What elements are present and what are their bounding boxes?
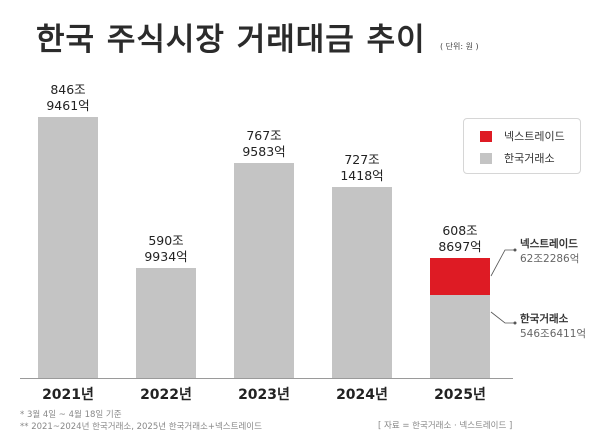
bar-2025-nextrade <box>430 258 490 295</box>
legend-swatch-gray <box>480 152 492 164</box>
value-label-2021: 846조 9461억 <box>23 82 113 114</box>
callout-nextrade-name: 넥스트레이드 <box>520 238 578 250</box>
legend-label: 한국거래소 <box>504 152 555 165</box>
legend-label: 넥스트레이드 <box>504 130 565 143</box>
value-label-2025: 608조 8697억 <box>415 223 505 255</box>
value-label-line1: 727조 <box>344 152 380 167</box>
bar-2023 <box>234 163 294 378</box>
value-label-line1: 767조 <box>246 128 282 143</box>
value-label-line2: 9583억 <box>242 144 286 159</box>
bar-2024 <box>332 187 392 378</box>
chart-title: 한국 주식시장 거래대금 추이 <box>36 22 426 58</box>
x-label-2023: 2023년 <box>238 387 290 403</box>
bar-2021 <box>38 117 98 378</box>
value-label-line1: 846조 <box>50 82 86 97</box>
value-label-line2: 9934억 <box>144 249 188 264</box>
legend-item-nextrade: 넥스트레이드 <box>480 128 565 144</box>
callout-nextrade-value: 62조2286억 <box>520 253 580 265</box>
value-label-2022: 590조 9934억 <box>121 233 211 265</box>
legend: 넥스트레이드 한국거래소 <box>463 118 581 174</box>
x-axis-baseline <box>20 378 513 379</box>
x-label-2025: 2025년 <box>434 387 486 403</box>
value-label-line2: 1418억 <box>340 168 384 183</box>
callout-krx-value: 546조6411억 <box>520 328 587 340</box>
value-label-line2: 8697억 <box>438 239 482 254</box>
value-label-line1: 590조 <box>148 233 184 248</box>
value-label-2024: 727조 1418억 <box>317 152 407 184</box>
source-note: [ 자료 = 한국거래소 · 넥스트레이드 ] <box>378 421 513 431</box>
x-label-2024: 2024년 <box>336 387 388 403</box>
unit-note: ( 단위: 원 ) <box>440 42 479 51</box>
legend-swatch-red <box>480 130 492 142</box>
bar-2022 <box>136 268 196 378</box>
footnote-1: * 3월 4일 ~ 4월 18일 기준 <box>20 410 122 420</box>
footnote-2: ** 2021~2024년 한국거래소, 2025년 한국거래소+넥스트레이드 <box>20 422 262 432</box>
x-label-2022: 2022년 <box>140 387 192 403</box>
bar-2025-krx <box>430 295 490 378</box>
value-label-line2: 9461억 <box>46 98 90 113</box>
legend-item-krx: 한국거래소 <box>480 150 555 166</box>
value-label-2023: 767조 9583억 <box>219 128 309 160</box>
x-label-2021: 2021년 <box>42 387 94 403</box>
value-label-line1: 608조 <box>442 223 478 238</box>
callout-krx-name: 한국거래소 <box>520 313 569 325</box>
